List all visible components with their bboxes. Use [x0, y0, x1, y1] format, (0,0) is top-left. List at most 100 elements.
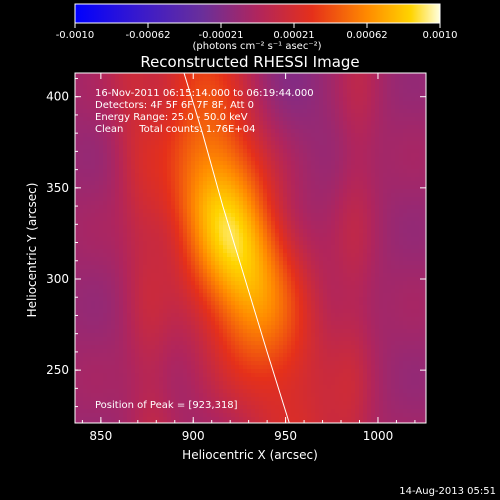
heatmap-cell	[191, 389, 196, 394]
heatmap-cell	[175, 201, 180, 206]
heatmap-cell	[251, 81, 256, 86]
heatmap-cell	[115, 145, 120, 150]
heatmap-cell	[203, 317, 208, 322]
colorbar-unit-label: (photons cm⁻² s⁻¹ asec⁻²)	[192, 41, 321, 52]
heatmap-cell	[223, 377, 228, 382]
heatmap-cell	[275, 145, 280, 150]
heatmap-cell	[243, 117, 248, 122]
heatmap-cell	[103, 301, 108, 306]
heatmap-cell	[271, 413, 276, 418]
heatmap-cell	[271, 381, 276, 386]
heatmap-cell	[187, 117, 192, 122]
heatmap-cell	[91, 269, 96, 274]
heatmap-cell	[151, 385, 156, 390]
heatmap-cell	[191, 77, 196, 82]
heatmap-cell	[271, 249, 276, 254]
heatmap-cell	[279, 241, 284, 246]
heatmap-cell	[87, 225, 92, 230]
heatmap-cell	[179, 305, 184, 310]
heatmap-cell	[87, 221, 92, 226]
heatmap-cell	[267, 221, 272, 226]
heatmap-cell	[111, 417, 116, 422]
heatmap-cell	[279, 177, 284, 182]
heatmap-cell	[187, 201, 192, 206]
heatmap-cell	[247, 269, 252, 274]
heatmap-cell	[203, 221, 208, 226]
heatmap-cell	[95, 373, 100, 378]
heatmap-cell	[83, 189, 88, 194]
heatmap-cell	[191, 201, 196, 206]
heatmap-cell	[263, 257, 268, 262]
heatmap-cell	[247, 401, 252, 406]
heatmap-cell	[163, 257, 168, 262]
heatmap-cell	[251, 341, 256, 346]
heatmap-cell	[283, 153, 288, 158]
heatmap-cell	[183, 333, 188, 338]
heatmap-cell	[75, 105, 80, 110]
heatmap-cell	[223, 141, 228, 146]
heatmap-cell	[159, 97, 164, 102]
heatmap-cell	[155, 97, 160, 102]
heatmap-cell	[99, 381, 104, 386]
heatmap-cell	[79, 77, 84, 82]
heatmap-cell	[191, 117, 196, 122]
heatmap-cell	[299, 185, 304, 190]
heatmap-cell	[143, 321, 148, 326]
heatmap-cell	[259, 77, 264, 82]
heatmap-cell	[203, 149, 208, 154]
heatmap-cell	[191, 237, 196, 242]
heatmap-cell	[171, 329, 176, 334]
heatmap-cell	[271, 345, 276, 350]
heatmap-cell	[211, 313, 216, 318]
heatmap-cell	[207, 137, 212, 142]
heatmap-cell	[87, 77, 92, 82]
heatmap-cell	[255, 201, 260, 206]
heatmap-cell	[255, 293, 260, 298]
heatmap-cell	[251, 377, 256, 382]
heatmap-cell	[75, 269, 80, 274]
heatmap-cell	[255, 385, 260, 390]
heatmap-cell	[247, 85, 252, 90]
heatmap-cell	[127, 245, 132, 250]
heatmap-cell	[279, 393, 284, 398]
heatmap-cell	[267, 93, 272, 98]
heatmap-cell	[79, 149, 84, 154]
heatmap-cell	[139, 73, 144, 78]
heatmap-cell	[211, 165, 216, 170]
heatmap-cell	[199, 285, 204, 290]
heatmap-cell	[207, 261, 212, 266]
heatmap-cell	[263, 421, 268, 423]
heatmap-cell	[279, 397, 284, 402]
heatmap-cell	[123, 253, 128, 258]
heatmap-cell	[287, 289, 292, 294]
heatmap-cell	[127, 101, 132, 106]
heatmap-cell	[147, 297, 152, 302]
heatmap-cell	[251, 353, 256, 358]
heatmap-cell	[127, 141, 132, 146]
heatmap-cell	[167, 173, 172, 178]
heatmap-cell	[247, 161, 252, 166]
heatmap-cell	[135, 173, 140, 178]
heatmap-cell	[83, 161, 88, 166]
heatmap-cell	[87, 81, 92, 86]
heatmap-cell	[231, 257, 236, 262]
heatmap-cell	[75, 389, 80, 394]
heatmap-cell	[207, 169, 212, 174]
heatmap-cell	[103, 89, 108, 94]
heatmap-cell	[151, 145, 156, 150]
heatmap-cell	[123, 257, 128, 262]
heatmap-cell	[187, 349, 192, 354]
heatmap-cell	[215, 241, 220, 246]
heatmap-cell	[143, 129, 148, 134]
heatmap-cell	[243, 161, 248, 166]
heatmap-cell	[99, 201, 104, 206]
heatmap-cell	[87, 397, 92, 402]
heatmap-cell	[251, 89, 256, 94]
heatmap-cell	[91, 105, 96, 110]
heatmap-cell	[167, 93, 172, 98]
heatmap-cell	[107, 221, 112, 226]
heatmap-cell	[111, 229, 116, 234]
heatmap-cell	[151, 417, 156, 422]
heatmap-cell	[223, 381, 228, 386]
heatmap-cell	[279, 181, 284, 186]
